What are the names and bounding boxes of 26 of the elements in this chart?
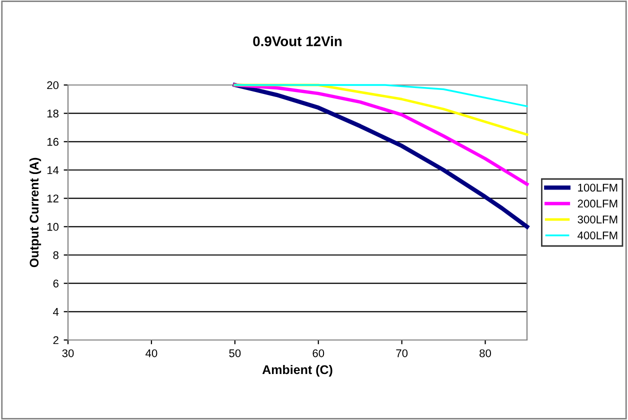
line-series	[234, 84, 528, 108]
chart-title: 0.9Vout 12Vin	[253, 36, 342, 46]
legend-label: 200LFM	[578, 200, 618, 208]
y-tick-label: 16	[47, 138, 58, 146]
legend-label: 400LFM	[578, 231, 618, 240]
y-tick-label: 8	[53, 251, 58, 260]
y-tick-label: 4	[53, 308, 59, 316]
x-tick-label: 60	[312, 349, 324, 358]
x-tick-label: 80	[480, 349, 492, 358]
x-axis-title: Ambient (C)	[262, 364, 332, 377]
y-tick-label: 6	[53, 280, 58, 288]
x-tick-label: 40	[146, 349, 158, 358]
line-series	[232, 82, 530, 229]
y-tick-label: 2	[53, 336, 58, 344]
line-series	[233, 83, 529, 186]
x-tick-label: 30	[62, 349, 74, 358]
x-tick-label: 70	[396, 349, 408, 358]
y-tick-label: 18	[47, 110, 58, 118]
y-axis-title: Output Current (A)	[29, 158, 42, 268]
y-tick-label: 12	[47, 194, 58, 202]
y-tick-label: 20	[47, 81, 59, 90]
x-tick-label: 50	[229, 349, 241, 358]
y-tick-label: 10	[47, 222, 59, 231]
y-tick-label: 14	[47, 166, 59, 174]
legend-label: 100LFM	[578, 184, 618, 192]
legend-label: 300LFM	[578, 216, 618, 224]
